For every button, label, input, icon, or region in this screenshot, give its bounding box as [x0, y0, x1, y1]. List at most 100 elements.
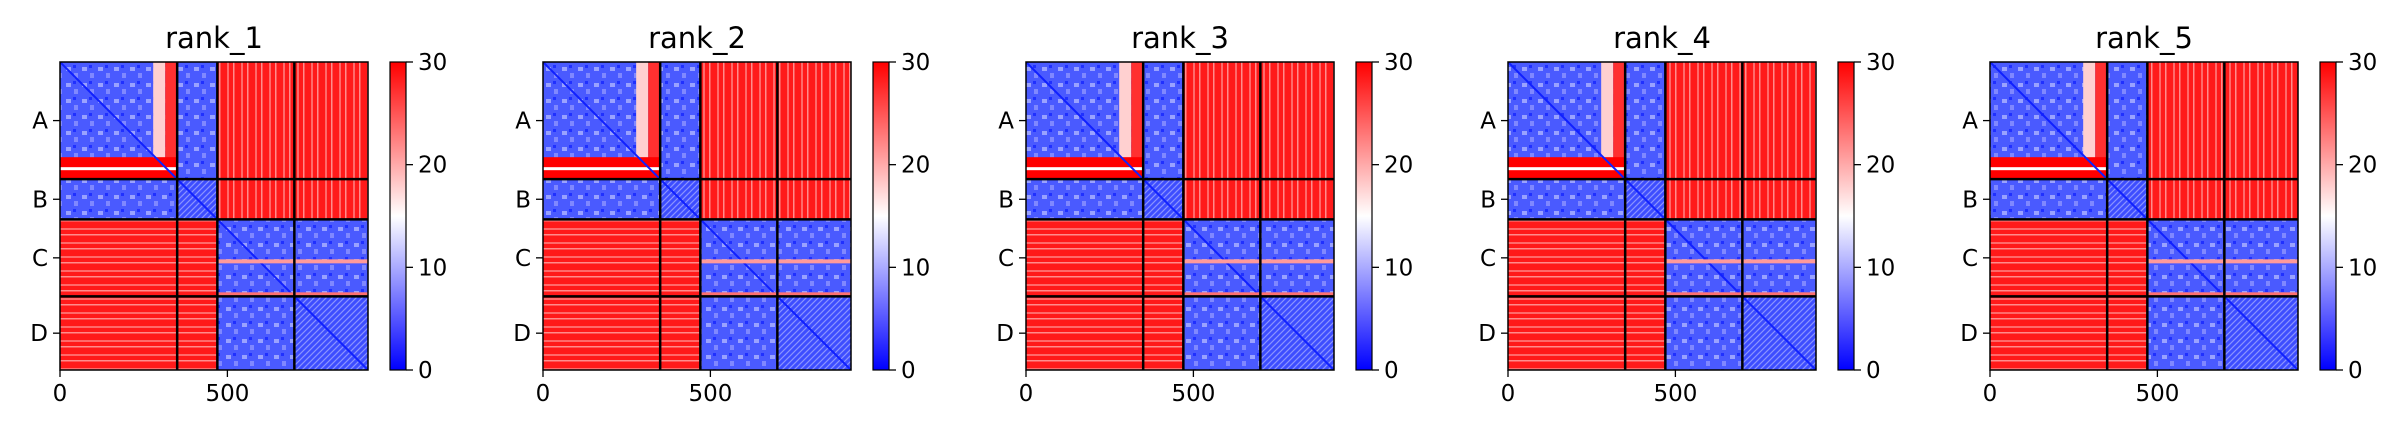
- y-tick-label: D: [513, 321, 531, 347]
- block-cd: [1260, 219, 1334, 297]
- block-cd: [294, 219, 368, 297]
- heatmap-frame: [59, 61, 369, 371]
- streak-c1: [700, 259, 851, 264]
- colorbar-tick-label: 30: [2348, 50, 2377, 76]
- y-tick-label: C: [998, 246, 1014, 272]
- block-cd: [777, 219, 851, 297]
- diagonal-ab: [60, 62, 219, 221]
- block-cd-ab: [543, 219, 701, 370]
- x-tick-label: 500: [1653, 381, 1697, 407]
- y-tick-label: A: [1962, 109, 1978, 135]
- streak-c1: [1665, 259, 1816, 264]
- panel-title: rank_5: [2095, 21, 2193, 55]
- colorbar: [872, 61, 890, 371]
- colorbar: [389, 61, 407, 371]
- x-tick-label: 500: [2135, 381, 2179, 407]
- block-cd: [1742, 219, 1816, 297]
- y-tick-label: C: [1480, 246, 1496, 272]
- band-a-light: [1119, 62, 1132, 180]
- colorbar-tick-label: 0: [1384, 358, 1399, 384]
- colorbar-tick-label: 0: [901, 358, 916, 384]
- colorbar-tick-label: 10: [2348, 255, 2377, 281]
- block-cd-ab: [1990, 219, 2148, 370]
- block-dc: [1665, 296, 1743, 370]
- band-a-white-line: [1990, 167, 2108, 171]
- band-a-red: [165, 62, 178, 180]
- band-a-white-line: [1508, 167, 1626, 171]
- band-a-white-line: [543, 167, 661, 171]
- x-tick-label: 500: [688, 381, 732, 407]
- band-a-light: [2083, 62, 2096, 180]
- block-ab-cd: [2147, 62, 2298, 220]
- colorbar: [1355, 61, 1373, 371]
- y-tick-label: B: [515, 187, 531, 213]
- x-tick-label: 0: [1019, 381, 1034, 407]
- block-cd-ab: [1026, 219, 1184, 370]
- block-ba: [60, 179, 178, 220]
- colorbar-tick-label: 0: [1866, 358, 1881, 384]
- colorbar-tick-label: 10: [418, 255, 447, 281]
- colorbar-tick-label: 20: [1866, 153, 1895, 179]
- block-ab-cd: [1183, 62, 1334, 220]
- band-a-light: [1601, 62, 1614, 180]
- panel-title: rank_1: [165, 21, 263, 55]
- panel-title: rank_2: [648, 21, 746, 55]
- band-a-white-line: [60, 167, 178, 171]
- streak-c1: [217, 259, 368, 264]
- heatmap-cells: [60, 62, 368, 370]
- heatmap-cells: [1508, 62, 1816, 370]
- block-dc: [1183, 296, 1261, 370]
- heatmap-panel: rank_1 0 500 A B C D 0 10 20 30: [30, 21, 447, 407]
- heatmap-frame: [1025, 61, 1335, 371]
- heatmap-frame: [542, 61, 852, 371]
- block-dc: [217, 296, 295, 370]
- band-a-light: [636, 62, 649, 180]
- block-cd: [2224, 219, 2298, 297]
- x-tick-label: 500: [1171, 381, 1215, 407]
- colorbar-tick-label: 10: [901, 255, 930, 281]
- y-tick-label: C: [1962, 246, 1978, 272]
- colorbar-tick-label: 20: [1384, 153, 1413, 179]
- streak-c1: [2147, 259, 2298, 264]
- streak-c2: [1665, 292, 1816, 297]
- band-a-light: [153, 62, 166, 180]
- colorbar-tick-label: 0: [418, 358, 433, 384]
- x-tick-label: 0: [1501, 381, 1516, 407]
- y-tick-label: D: [30, 321, 48, 347]
- heatmap-cells: [1990, 62, 2298, 370]
- y-tick-label: D: [1478, 321, 1496, 347]
- x-tick-label: 500: [205, 381, 249, 407]
- heatmap-panel: rank_3 0 500 A B C D 0 10 20 30: [996, 21, 1413, 407]
- x-tick-label: 0: [536, 381, 551, 407]
- y-tick-label: D: [1960, 321, 1978, 347]
- block-ba: [1990, 179, 2108, 220]
- block-dc: [700, 296, 778, 370]
- heatmap-cells: [1026, 62, 1334, 370]
- block-ab-cd: [700, 62, 851, 220]
- colorbar-tick-label: 30: [1384, 50, 1413, 76]
- band-a-red: [1613, 62, 1626, 180]
- panel-title: rank_4: [1613, 21, 1711, 55]
- streak-c2: [700, 292, 851, 297]
- colorbar-tick-label: 0: [2348, 358, 2363, 384]
- diagonal-ab: [543, 62, 702, 221]
- colorbar-tick-label: 10: [1384, 255, 1413, 281]
- block-ab-cd: [217, 62, 368, 220]
- streak-c1: [1183, 259, 1334, 264]
- band-a-white-line: [1026, 167, 1144, 171]
- y-tick-label: A: [998, 109, 1014, 135]
- block-cd-ab: [1508, 219, 1666, 370]
- diagonal-ab: [1990, 62, 2149, 221]
- x-tick-label: 0: [53, 381, 68, 407]
- y-tick-label: A: [515, 109, 531, 135]
- heatmap-panel: rank_5 0 500 A B C D 0 10 20 30: [1960, 21, 2377, 407]
- y-tick-label: D: [996, 321, 1014, 347]
- block-cd-ab: [60, 219, 218, 370]
- colorbar-tick-label: 20: [418, 153, 447, 179]
- y-tick-label: B: [1962, 187, 1978, 213]
- x-tick-label: 0: [1983, 381, 1998, 407]
- colorbar-tick-label: 20: [2348, 153, 2377, 179]
- heatmap-cells: [543, 62, 851, 370]
- band-a-red: [2095, 62, 2108, 180]
